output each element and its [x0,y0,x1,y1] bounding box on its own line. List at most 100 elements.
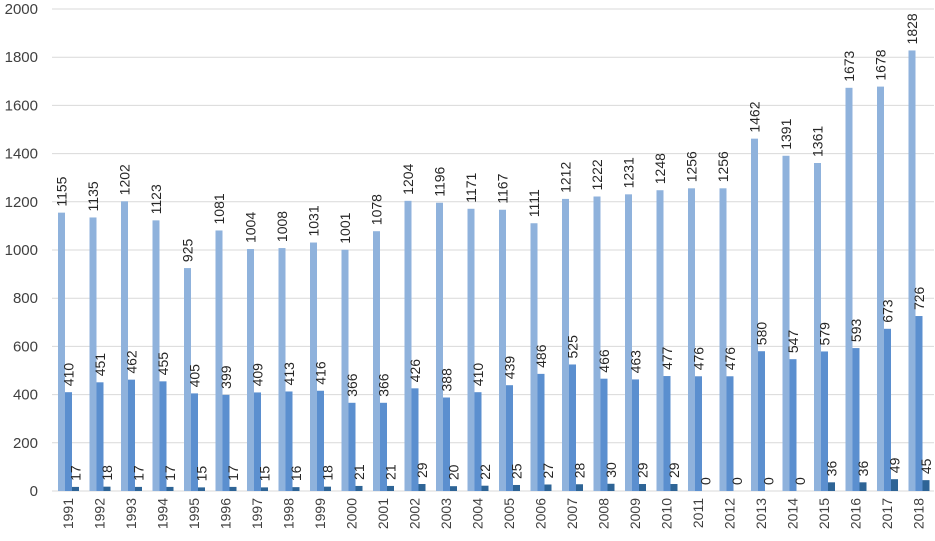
bar-series-3 [292,487,300,491]
bar-series-2 [65,392,72,491]
bar-series-2 [537,373,545,491]
bar-series-3 [670,484,678,491]
y-tick-label: 1200 [5,194,38,211]
bar-series-2 [789,359,797,491]
bar-series-3 [355,485,363,491]
bar-series-3 [607,483,615,491]
data-label: 1081 [211,193,227,224]
data-label: 413 [281,362,297,386]
bar-series-1 [341,249,349,491]
data-label: 20 [446,464,462,480]
x-tick-label: 2010 [659,498,675,529]
x-tick-label: 2009 [627,498,643,529]
x-tick-label: 1999 [312,498,328,529]
data-label: 1167 [495,173,511,203]
data-label: 426 [407,359,423,383]
data-label: 1673 [841,50,857,81]
bar-series-3 [481,485,489,491]
data-label: 1001 [337,212,353,243]
data-label: 0 [792,477,808,485]
data-label: 580 [754,322,770,346]
x-tick-label: 1994 [155,498,171,529]
bar-series-1 [782,155,790,492]
data-label: 366 [344,373,360,397]
x-tick-label: 2002 [407,498,423,529]
data-label: 17 [225,465,241,481]
bar-series-2 [96,382,104,491]
data-label: 439 [502,356,518,380]
bar-series-1 [656,190,664,491]
data-label: 1391 [778,118,794,149]
data-label: 416 [313,361,329,385]
data-label: 30 [603,462,619,478]
bar-series-1 [719,188,727,491]
bar-series-2 [600,378,608,491]
bar-series-2 [380,402,387,491]
data-label: 410 [61,363,77,387]
bar-series-3 [544,484,552,491]
bar-series-2 [915,316,923,491]
data-label: 388 [439,368,455,392]
x-tick-label: 2012 [722,498,738,529]
data-label: 17 [131,465,147,481]
bar-series-1 [58,212,65,491]
bar-series-3 [135,486,142,491]
x-tick-label: 2000 [344,498,360,529]
data-label: 1361 [810,126,826,157]
bar-series-1 [688,188,695,491]
bar-series-2 [663,376,671,491]
bar-series-2 [758,351,765,491]
bar-series-1 [625,194,632,492]
data-label: 16 [288,465,304,481]
bar-series-2 [506,385,513,491]
data-label: 451 [92,353,108,377]
bar-series-3 [513,484,520,491]
bar-series-3 [828,482,835,491]
bar-series-1 [467,208,475,491]
x-tick-label: 2017 [879,498,895,529]
bar-series-3 [103,486,111,491]
data-label: 1204 [400,163,416,194]
bar-series-3 [229,486,237,491]
data-label: 49 [887,457,903,473]
y-tick-label: 0 [30,483,38,500]
bar-series-3 [387,485,394,491]
data-label: 29 [414,462,430,478]
bar-series-2 [285,391,293,491]
data-label: 22 [477,464,493,480]
data-label: 36 [855,461,871,477]
x-tick-label: 2018 [911,498,927,529]
bars [58,50,930,492]
x-tick-label: 1997 [249,498,265,529]
data-label: 1171 [463,172,479,202]
y-tick-label: 800 [13,290,38,307]
bar-series-1 [593,196,601,492]
data-labels: 1155 410 17 1135 451 18 1202 462 17 1123 455 17 925 4… [54,13,935,485]
data-label: 1031 [306,205,322,236]
bar-series-2 [695,376,702,491]
bar-series-1 [89,217,97,491]
bar-series-2 [348,402,356,491]
data-label: 525 [565,335,581,359]
data-label: 463 [628,350,644,374]
x-tick-label: 2001 [375,498,391,529]
x-axis: 1991 1992 1993 1994 1995 1996 1997 1998 1999 2000… [60,498,927,529]
y-tick-label: 400 [13,387,38,404]
data-label: 27 [540,463,556,479]
y-tick-label: 200 [13,435,38,452]
bar-series-2 [632,379,639,491]
bar-series-1 [814,162,821,491]
data-label: 1828 [904,13,920,44]
bar-series-2 [569,364,576,491]
data-label: 547 [785,330,801,354]
data-label: 1123 [148,184,164,214]
data-label: 29 [635,462,651,478]
y-tick-label: 2000 [5,1,38,18]
bar-series-1 [278,248,286,491]
bar-series-1 [121,201,128,491]
data-label: 1462 [747,101,763,132]
data-label: 21 [383,464,399,480]
data-label: 455 [155,352,171,376]
data-label: 476 [691,347,707,371]
bar-series-2 [474,392,482,491]
